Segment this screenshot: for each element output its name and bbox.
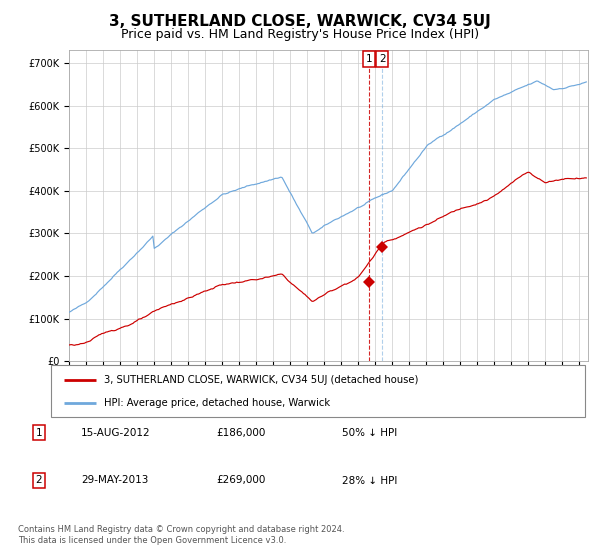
- Text: £186,000: £186,000: [216, 428, 265, 438]
- Text: 3, SUTHERLAND CLOSE, WARWICK, CV34 5UJ: 3, SUTHERLAND CLOSE, WARWICK, CV34 5UJ: [109, 14, 491, 29]
- Text: HPI: Average price, detached house, Warwick: HPI: Average price, detached house, Warw…: [104, 398, 331, 408]
- Text: 28% ↓ HPI: 28% ↓ HPI: [342, 475, 397, 486]
- Text: 15-AUG-2012: 15-AUG-2012: [81, 428, 151, 438]
- Text: £269,000: £269,000: [216, 475, 265, 486]
- Text: 1: 1: [365, 54, 372, 64]
- Text: 2: 2: [35, 475, 43, 486]
- Text: 29-MAY-2013: 29-MAY-2013: [81, 475, 148, 486]
- Text: 2: 2: [379, 54, 386, 64]
- Text: 3, SUTHERLAND CLOSE, WARWICK, CV34 5UJ (detached house): 3, SUTHERLAND CLOSE, WARWICK, CV34 5UJ (…: [104, 375, 419, 385]
- Text: Contains HM Land Registry data © Crown copyright and database right 2024.
This d: Contains HM Land Registry data © Crown c…: [18, 525, 344, 545]
- Text: 1: 1: [35, 428, 43, 438]
- Text: 50% ↓ HPI: 50% ↓ HPI: [342, 428, 397, 438]
- Text: Price paid vs. HM Land Registry's House Price Index (HPI): Price paid vs. HM Land Registry's House …: [121, 28, 479, 41]
